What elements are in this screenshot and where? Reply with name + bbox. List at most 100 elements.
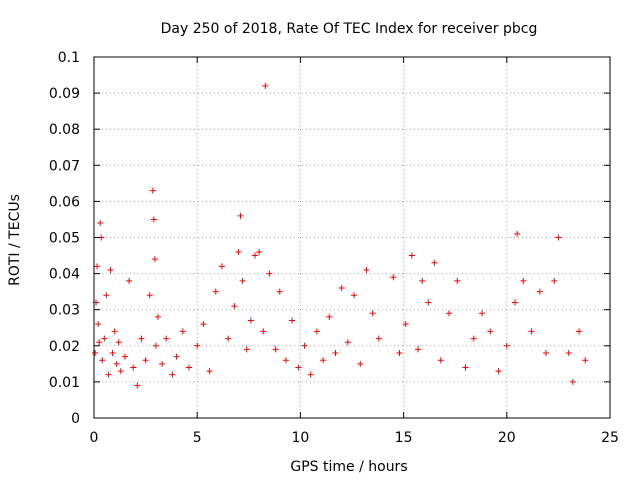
data-point bbox=[479, 310, 486, 317]
data-point bbox=[107, 266, 114, 273]
data-point bbox=[551, 277, 558, 284]
data-point bbox=[582, 357, 589, 364]
data-point bbox=[396, 350, 403, 357]
y-tick-label: 0.02 bbox=[49, 339, 80, 355]
data-point bbox=[357, 360, 364, 367]
data-point bbox=[289, 317, 296, 324]
data-point bbox=[295, 364, 302, 371]
data-point bbox=[260, 328, 267, 335]
y-tick-label: 0.1 bbox=[58, 50, 80, 66]
data-point bbox=[169, 371, 176, 378]
data-point bbox=[576, 328, 583, 335]
y-axis-label: ROTI / TECUs bbox=[7, 194, 23, 286]
y-tick-label: 0.03 bbox=[49, 303, 80, 319]
x-axis-label: GPS time / hours bbox=[290, 459, 407, 475]
data-point bbox=[151, 256, 158, 263]
data-point bbox=[495, 368, 502, 375]
data-point bbox=[146, 292, 153, 299]
data-point bbox=[138, 335, 145, 342]
data-point bbox=[99, 357, 106, 364]
data-point bbox=[163, 335, 170, 342]
data-point bbox=[154, 313, 161, 320]
data-point bbox=[225, 335, 232, 342]
y-tick-label: 0 bbox=[71, 411, 80, 427]
data-point bbox=[344, 339, 351, 346]
data-point bbox=[415, 346, 422, 353]
data-point bbox=[543, 350, 550, 357]
y-tick-label: 0.06 bbox=[49, 194, 80, 210]
data-point bbox=[514, 230, 521, 237]
data-point bbox=[134, 382, 141, 389]
data-point bbox=[95, 321, 102, 328]
x-tick-label: 20 bbox=[498, 430, 516, 446]
data-point bbox=[266, 270, 273, 277]
data-point bbox=[569, 378, 576, 385]
data-point bbox=[231, 303, 238, 310]
data-point bbox=[206, 368, 213, 375]
data-point bbox=[96, 339, 103, 346]
data-point bbox=[113, 360, 120, 367]
data-point bbox=[446, 310, 453, 317]
data-point bbox=[375, 335, 382, 342]
data-point bbox=[117, 368, 124, 375]
data-point bbox=[326, 313, 333, 320]
data-point bbox=[92, 350, 99, 357]
data-point bbox=[179, 328, 186, 335]
data-point bbox=[320, 357, 327, 364]
x-tick-label: 25 bbox=[601, 430, 619, 446]
data-point bbox=[121, 353, 128, 360]
data-point bbox=[159, 360, 166, 367]
chart-title: Day 250 of 2018, Rate Of TEC Index for r… bbox=[161, 21, 538, 37]
data-point bbox=[528, 328, 535, 335]
data-point bbox=[173, 353, 180, 360]
data-point bbox=[109, 350, 116, 357]
data-point bbox=[555, 234, 562, 241]
y-tick-label: 0.09 bbox=[49, 86, 80, 102]
data-point bbox=[262, 82, 269, 89]
data-point bbox=[272, 346, 279, 353]
data-point bbox=[126, 277, 133, 284]
data-point bbox=[425, 299, 432, 306]
grid-lines bbox=[94, 57, 610, 418]
data-point bbox=[437, 357, 444, 364]
data-point bbox=[251, 252, 258, 259]
data-point bbox=[247, 317, 254, 324]
x-tick-label: 5 bbox=[193, 430, 202, 446]
data-point bbox=[520, 277, 527, 284]
data-point bbox=[402, 321, 409, 328]
axis-ticks: 0 5 10 15 20 25 0 0.01 0.02 0.03 0.04 0.05 0.06 0.07 0… bbox=[49, 50, 619, 446]
y-tick-label: 0.08 bbox=[49, 122, 80, 138]
data-point bbox=[94, 263, 101, 270]
data-point bbox=[313, 328, 320, 335]
data-point bbox=[338, 285, 345, 292]
data-point bbox=[97, 220, 104, 227]
data-point bbox=[194, 342, 201, 349]
data-point bbox=[276, 288, 283, 295]
data-point bbox=[142, 357, 149, 364]
data-point bbox=[512, 299, 519, 306]
data-point bbox=[111, 328, 118, 335]
data-point bbox=[239, 277, 246, 284]
data-point bbox=[149, 187, 156, 194]
data-point bbox=[332, 350, 339, 357]
data-point bbox=[212, 288, 219, 295]
data-point bbox=[307, 371, 314, 378]
x-tick-label: 15 bbox=[395, 430, 413, 446]
data-point bbox=[235, 248, 242, 255]
data-point bbox=[369, 310, 376, 317]
data-point bbox=[363, 266, 370, 273]
y-tick-label: 0.01 bbox=[49, 375, 80, 391]
data-point bbox=[218, 263, 225, 270]
data-point bbox=[462, 364, 469, 371]
y-tick-label: 0.07 bbox=[49, 158, 80, 174]
data-point bbox=[200, 321, 207, 328]
data-point bbox=[282, 357, 289, 364]
data-point bbox=[130, 364, 137, 371]
data-point bbox=[101, 335, 108, 342]
data-point bbox=[536, 288, 543, 295]
data-point bbox=[470, 335, 477, 342]
y-tick-label: 0.05 bbox=[49, 231, 80, 247]
y-tick-label: 0.04 bbox=[49, 267, 80, 283]
data-point bbox=[408, 252, 415, 259]
